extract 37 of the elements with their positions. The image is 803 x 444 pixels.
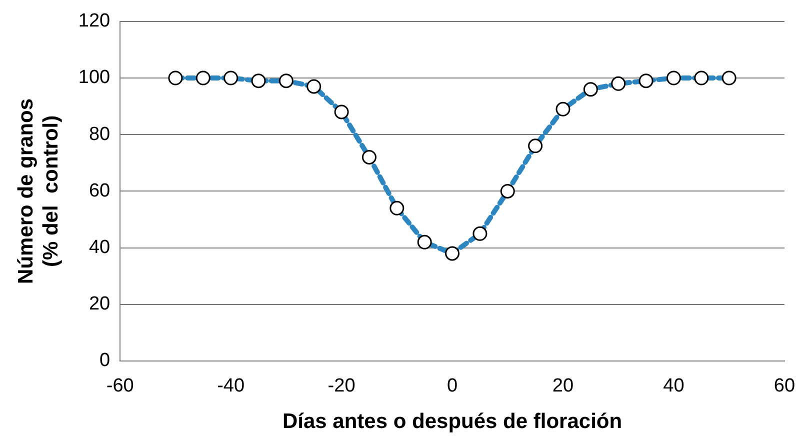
point: [334, 104, 349, 120]
point: [390, 200, 404, 216]
point: [306, 79, 322, 94]
x-tick-label: 60: [774, 376, 796, 397]
point: [556, 102, 570, 116]
point: [500, 184, 515, 198]
x-tick-label: -60: [106, 376, 134, 397]
point: [362, 150, 376, 164]
x-tick-label: -40: [217, 376, 245, 397]
x-tick-label: 20: [552, 376, 574, 397]
x-tick-label: 0: [446, 376, 458, 397]
y-tick-label: 20: [88, 294, 110, 315]
point: [666, 70, 681, 86]
point: [251, 74, 266, 88]
x-tick-label: 40: [663, 376, 684, 397]
y-axis-title: Número de granos (% del control): [14, 98, 63, 284]
point: [694, 70, 709, 86]
point: [168, 70, 183, 86]
y-tick-label: 120: [78, 10, 110, 32]
y-tick-label: 100: [78, 67, 110, 88]
y-tick-label: 60: [88, 180, 110, 202]
point: [445, 246, 460, 261]
point: [417, 234, 432, 250]
point: [638, 74, 654, 88]
y-tick-label: 0: [100, 350, 110, 372]
point: [611, 76, 626, 91]
y-tick-label: 40: [88, 237, 110, 258]
point: [528, 138, 543, 154]
point: [583, 82, 598, 97]
y-tick-label: 80: [88, 124, 110, 145]
x-axis-title: Días antes o después de floración: [282, 410, 622, 434]
point: [472, 226, 488, 241]
x-tick-label: -20: [328, 376, 356, 397]
point: [196, 70, 210, 86]
point: [722, 70, 736, 86]
point: [224, 70, 238, 86]
point: [278, 74, 294, 88]
